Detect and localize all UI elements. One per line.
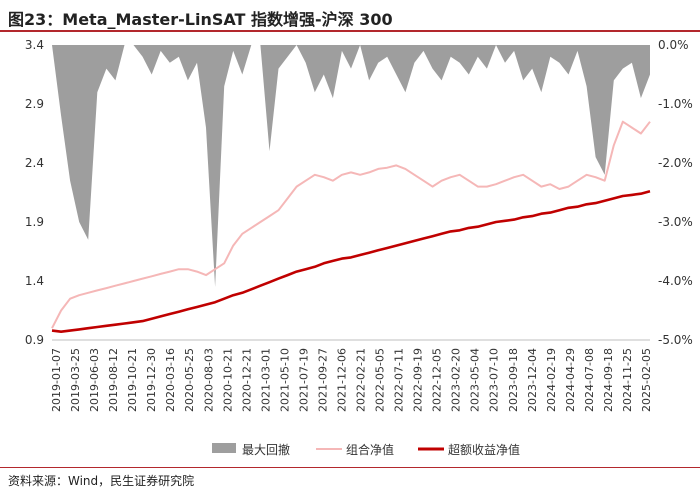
left-axis-tick: 1.4 xyxy=(25,274,44,288)
legend-swatch-drawdown xyxy=(212,443,236,453)
right-axis-tick: -2.0% xyxy=(658,156,693,170)
x-axis-tick: 2023-12-04 xyxy=(526,348,539,412)
x-axis-tick: 2024-02-19 xyxy=(545,348,558,412)
right-axis-tick: -3.0% xyxy=(658,215,693,229)
right-axis-tick: -4.0% xyxy=(658,274,693,288)
portfolio-nav-line xyxy=(51,120,651,329)
x-axis-tick: 2022-09-19 xyxy=(412,348,425,412)
left-axis-tick: 0.9 xyxy=(25,333,44,347)
x-axis-tick: 2019-12-30 xyxy=(145,348,158,412)
x-axis-tick: 2020-10-21 xyxy=(221,348,234,412)
left-axis-tick: 1.9 xyxy=(25,215,44,229)
x-axis-tick: 2019-08-12 xyxy=(107,348,120,412)
x-axis-tick: 2024-09-18 xyxy=(602,348,615,412)
x-axis-tick: 2019-10-21 xyxy=(126,348,139,412)
x-axis-tick: 2023-07-10 xyxy=(488,348,501,412)
x-axis-tick: 2021-07-19 xyxy=(297,348,310,412)
drawdown-area xyxy=(52,45,650,287)
right-axis-tick: -5.0% xyxy=(658,333,693,347)
left-axis-tick: 2.4 xyxy=(25,156,44,170)
x-axis-tick: 2021-03-01 xyxy=(259,348,272,412)
x-axis-tick: 2025-02-05 xyxy=(640,348,653,412)
x-axis-tick: 2019-03-25 xyxy=(69,348,82,412)
x-axis-tick: 2023-02-20 xyxy=(450,348,463,412)
x-axis-tick: 2020-08-03 xyxy=(202,348,215,412)
source-note: 资料来源：Wind，民生证券研究院 xyxy=(8,474,195,488)
legend-label: 最大回撤 xyxy=(242,442,290,457)
x-axis-tick: 2023-09-18 xyxy=(507,348,520,412)
chart-title: 图23：Meta_Master-LinSAT 指数增强-沪深 300 xyxy=(8,10,393,29)
x-axis-tick: 2020-12-21 xyxy=(240,348,253,412)
legend: 最大回撤 组合净值 超额收益净值 xyxy=(212,442,520,457)
x-axis-tick: 2024-07-08 xyxy=(583,348,596,412)
x-axis-tick: 2024-04-29 xyxy=(564,348,577,412)
x-axis-tick: 2022-12-05 xyxy=(431,348,444,412)
right-axis-tick: -1.0% xyxy=(658,97,693,111)
x-axis-tick: 2022-07-11 xyxy=(393,348,406,412)
right-axis-tick: 0.0% xyxy=(658,38,689,52)
x-axis-tick: 2020-03-16 xyxy=(164,348,177,412)
title-divider xyxy=(0,30,700,32)
x-axis-tick: 2020-05-25 xyxy=(183,348,196,412)
x-axis-tick: 2023-05-04 xyxy=(469,348,482,412)
x-axis-tick: 2021-09-27 xyxy=(316,348,329,412)
legend-label: 超额收益净值 xyxy=(448,442,520,457)
x-axis-tick: 2022-05-05 xyxy=(374,348,387,412)
x-axis-tick: 2019-06-03 xyxy=(88,348,101,412)
x-axis-tick: 2021-05-10 xyxy=(278,348,291,412)
x-axis-tick: 2022-02-21 xyxy=(355,348,368,412)
legend-label: 组合净值 xyxy=(346,442,394,457)
footer-divider xyxy=(0,467,700,468)
left-axis-tick: 2.9 xyxy=(25,97,44,111)
excess-return-line xyxy=(51,190,651,334)
left-axis-tick: 3.4 xyxy=(25,38,44,52)
x-axis-tick: 2021-12-06 xyxy=(335,348,348,412)
x-axis-tick: 2019-01-07 xyxy=(50,348,63,412)
x-axis-tick: 2024-11-25 xyxy=(621,348,634,412)
